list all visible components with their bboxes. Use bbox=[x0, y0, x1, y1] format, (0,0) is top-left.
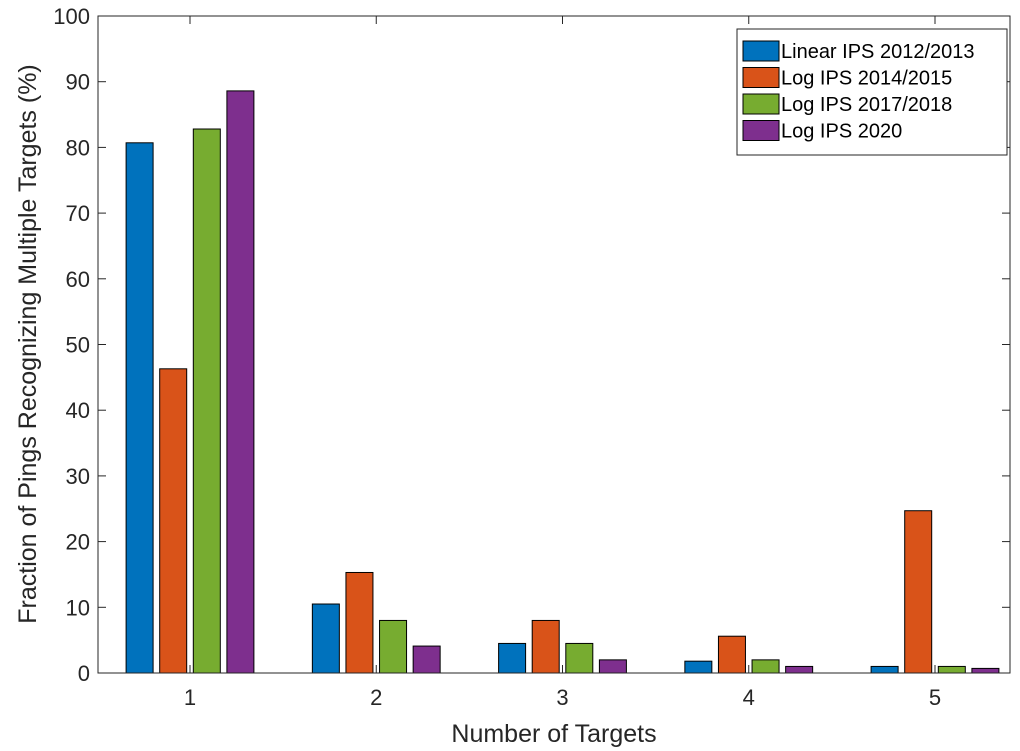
bar-series-3-category-2 bbox=[379, 619, 408, 674]
y-axis-ticks: 0 10 20 30 40 50 60 70 80 90 100 bbox=[53, 4, 1010, 686]
bar-series-1-category-4 bbox=[684, 660, 713, 674]
bar-series-3-category-3 bbox=[565, 642, 594, 674]
y-tick-label: 100 bbox=[53, 4, 90, 29]
plot-area-frame bbox=[97, 15, 1011, 674]
legend-swatch bbox=[742, 120, 780, 141]
bars-layer bbox=[125, 90, 1000, 674]
bar-series-3-category-4 bbox=[751, 659, 780, 674]
bar-series-4-category-1 bbox=[226, 90, 255, 674]
legend-label: Log IPS 2020 bbox=[781, 121, 902, 143]
y-tick-label: 10 bbox=[66, 595, 90, 620]
y-axis-title: Fraction of Pings Recognizing Multiple T… bbox=[14, 64, 42, 624]
legend-swatch bbox=[742, 93, 780, 115]
y-tick-label: 90 bbox=[66, 70, 90, 95]
bar-series-3-category-1 bbox=[192, 128, 221, 674]
bar-series-3-category-5 bbox=[937, 665, 966, 674]
bar-series-4-category-3 bbox=[598, 659, 627, 674]
bar-series-1-category-1 bbox=[125, 142, 154, 674]
y-tick-label: 70 bbox=[66, 201, 90, 226]
x-axis-title: Number of Targets bbox=[451, 720, 656, 748]
bar-series-2-category-4 bbox=[717, 635, 746, 674]
y-tick-label: 0 bbox=[78, 661, 90, 686]
legend-label: Log IPS 2014/2015 bbox=[781, 68, 952, 90]
bar-series-1-category-2 bbox=[311, 603, 340, 674]
bar-series-1-category-5 bbox=[870, 665, 899, 674]
bar-series-1-category-3 bbox=[498, 642, 527, 674]
legend-label: Log IPS 2017/2018 bbox=[781, 94, 952, 116]
x-tick-label: 4 bbox=[743, 685, 755, 710]
y-tick-label: 30 bbox=[66, 464, 90, 489]
legend-swatch bbox=[742, 67, 780, 88]
bar-series-2-category-5 bbox=[904, 510, 933, 674]
legend-label: Linear IPS 2012/2013 bbox=[781, 41, 975, 63]
bar-series-2-category-1 bbox=[159, 368, 188, 674]
bar-series-2-category-3 bbox=[531, 619, 560, 674]
y-tick-label: 60 bbox=[66, 267, 90, 292]
y-tick-label: 20 bbox=[66, 530, 90, 555]
legend: Linear IPS 2012/2013 Log IPS 2014/2015 Log… bbox=[736, 28, 1008, 156]
y-tick-label: 50 bbox=[66, 333, 90, 358]
x-tick-label: 5 bbox=[929, 685, 941, 710]
bar-series-4-category-2 bbox=[412, 645, 441, 674]
legend-swatch bbox=[742, 40, 780, 62]
bar-series-2-category-2 bbox=[345, 571, 374, 674]
x-axis-ticks: 1 2 3 4 5 bbox=[184, 16, 941, 710]
y-tick-label: 40 bbox=[66, 398, 90, 423]
bar-series-4-category-5 bbox=[971, 667, 1000, 674]
x-tick-label: 2 bbox=[370, 685, 382, 710]
y-tick-label: 80 bbox=[66, 135, 90, 160]
x-tick-label: 3 bbox=[556, 685, 568, 710]
bar-series-4-category-4 bbox=[785, 665, 814, 674]
legend-box bbox=[736, 28, 1008, 156]
x-tick-label: 1 bbox=[184, 685, 196, 710]
